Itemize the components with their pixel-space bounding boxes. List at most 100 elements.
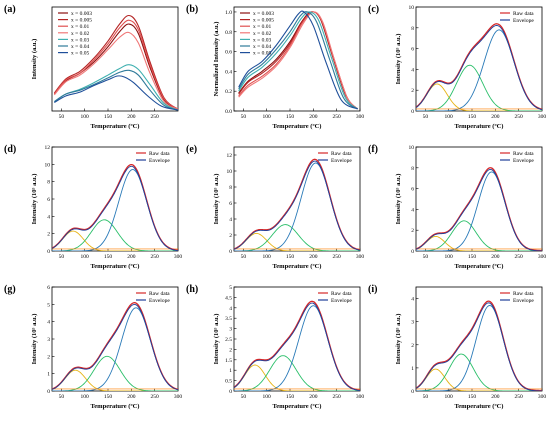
y-axis-label: Intensity (10⁵ a.u.): [395, 314, 402, 365]
x-tick-label: 50: [423, 394, 429, 400]
raw-data-line: [234, 158, 360, 251]
legend-label-envelope: Envelope: [513, 158, 534, 164]
x-tick-label: 100: [445, 394, 454, 400]
y-tick-label: 2: [411, 228, 414, 234]
x-tick-label: 200: [309, 254, 318, 260]
legend-label: x = 0.003: [71, 11, 92, 17]
x-tick-label: 100: [263, 114, 272, 120]
y-axis-label: Intensity (10⁵ a.u.): [31, 314, 38, 365]
y-tick-label: 4: [411, 207, 414, 213]
legend-label: x = 0.003: [253, 11, 274, 17]
y-tick-label: 2: [47, 232, 50, 238]
x-tick-label: 250: [515, 114, 524, 120]
plot-area: [416, 300, 542, 391]
raw-data-line: [416, 23, 542, 110]
x-tick-label: 150: [468, 254, 477, 260]
series-line-1: [53, 14, 178, 110]
y-tick-label: 4: [229, 306, 232, 312]
y-axis-label: Intensity (10⁵ a.u.): [31, 174, 38, 225]
x-tick-label: 200: [491, 114, 500, 120]
x-axis-label: Temperature (ºC): [91, 123, 140, 130]
x-tick-label: 200: [127, 254, 136, 260]
x-axis-label: Temperature (ºC): [455, 403, 504, 410]
x-axis-label: Temperature (ºC): [455, 263, 504, 270]
y-tick-label: 2: [229, 233, 232, 239]
envelope-line: [234, 160, 360, 251]
fit-peak-1: [416, 83, 542, 111]
x-tick-label: 50: [59, 114, 65, 120]
panel-letter-b: (b): [186, 4, 198, 15]
raw-data-line: [416, 300, 542, 391]
legend-label-raw: Raw data: [149, 151, 170, 157]
series-line-2: [53, 19, 178, 110]
panel-g: (g) 50 100 150 200 250 300 0 1 2 3 4 5 6 Temperature (…: [4, 284, 182, 410]
series-line-6: [54, 75, 178, 111]
x-tick-label: 50: [241, 394, 247, 400]
envelope-line: [416, 302, 542, 391]
legend-label: x = 0.05: [253, 51, 271, 57]
x-tick-label: 300: [538, 394, 547, 400]
y-axis-label: Intensity (10⁵ a.u.): [395, 174, 402, 225]
plot-area: [234, 158, 360, 251]
y-tick-label: 12: [227, 153, 233, 159]
x-tick-label: 100: [263, 254, 272, 260]
x-tick-label: 200: [491, 254, 500, 260]
x-tick-label: 50: [241, 254, 247, 260]
y-tick-label: 10: [45, 162, 51, 168]
y-tick-label: 3: [229, 327, 232, 333]
series-line-6: [238, 10, 358, 110]
y-tick-label: 6: [47, 285, 50, 291]
y-tick-label: 0: [411, 109, 414, 115]
x-tick-label: 300: [538, 254, 547, 260]
legend-label-raw: Raw data: [331, 151, 352, 157]
legend-label: x = 0.05: [71, 51, 89, 57]
x-tick-label: 250: [333, 394, 342, 400]
raw-data-line: [416, 167, 542, 251]
x-tick-label: 150: [286, 114, 295, 120]
x-tick-label: 150: [104, 114, 113, 120]
y-axis-label: Intensity (10⁵ a.u.): [213, 174, 220, 225]
x-tick-label: 150: [104, 254, 113, 260]
panel-f: (f) 50 100 150 200 250 300 0 2 4 6 8 10 Temperature (…: [368, 144, 546, 270]
envelope-line: [52, 165, 178, 251]
y-tick-label: 1.5: [225, 358, 232, 364]
legend-label: x = 0.02: [253, 31, 271, 37]
fit-peak-2: [234, 224, 360, 251]
plot-frame: [51, 6, 179, 112]
x-axis-label: Temperature (ºC): [273, 263, 322, 270]
fit-peak-2: [416, 353, 542, 391]
y-tick-label: 0: [411, 389, 414, 395]
panel-a: (a) 50 100 150 200 250 Temperature (ºC) Intensi…: [4, 4, 179, 130]
panel-letter-d: (d): [4, 144, 16, 155]
raw-data-line: [52, 302, 178, 390]
y-tick-label: 8: [411, 166, 414, 172]
panel-letter-c: (c): [368, 4, 379, 15]
y-tick-label: 2: [411, 343, 414, 349]
y-tick-label: 8: [47, 180, 50, 186]
x-tick-label: 250: [151, 254, 160, 260]
x-axis-label: Temperature (ºC): [91, 403, 140, 410]
legend-label-raw: Raw data: [513, 11, 534, 17]
legend-label: x = 0.01: [71, 24, 89, 30]
plot-area: [52, 302, 178, 391]
x-tick-label: 300: [356, 394, 365, 400]
series-line-5: [238, 11, 359, 110]
panel-d: (d) 50 100 150 200 250 300 0 2 4 6 8 10 12 Temperature…: [4, 144, 182, 270]
legend-label-envelope: Envelope: [513, 298, 534, 304]
fit-peak-1: [52, 230, 178, 251]
legend-label: x = 0.03: [253, 37, 271, 43]
y-tick-label: 0.6: [225, 50, 232, 56]
y-tick-label: 4: [229, 217, 232, 223]
x-tick-label: 150: [104, 394, 113, 400]
x-tick-label: 50: [59, 394, 65, 400]
y-tick-label: 4: [47, 320, 50, 326]
y-tick-label: 0.0: [225, 109, 232, 115]
fit-peak-1: [52, 369, 178, 391]
y-tick-label: 0: [411, 249, 414, 255]
y-tick-label: 4: [411, 297, 414, 303]
fit-peak-2: [416, 220, 542, 251]
plot-area: [416, 23, 542, 111]
plot-area: [52, 163, 178, 251]
legend-label-envelope: Envelope: [331, 158, 352, 164]
